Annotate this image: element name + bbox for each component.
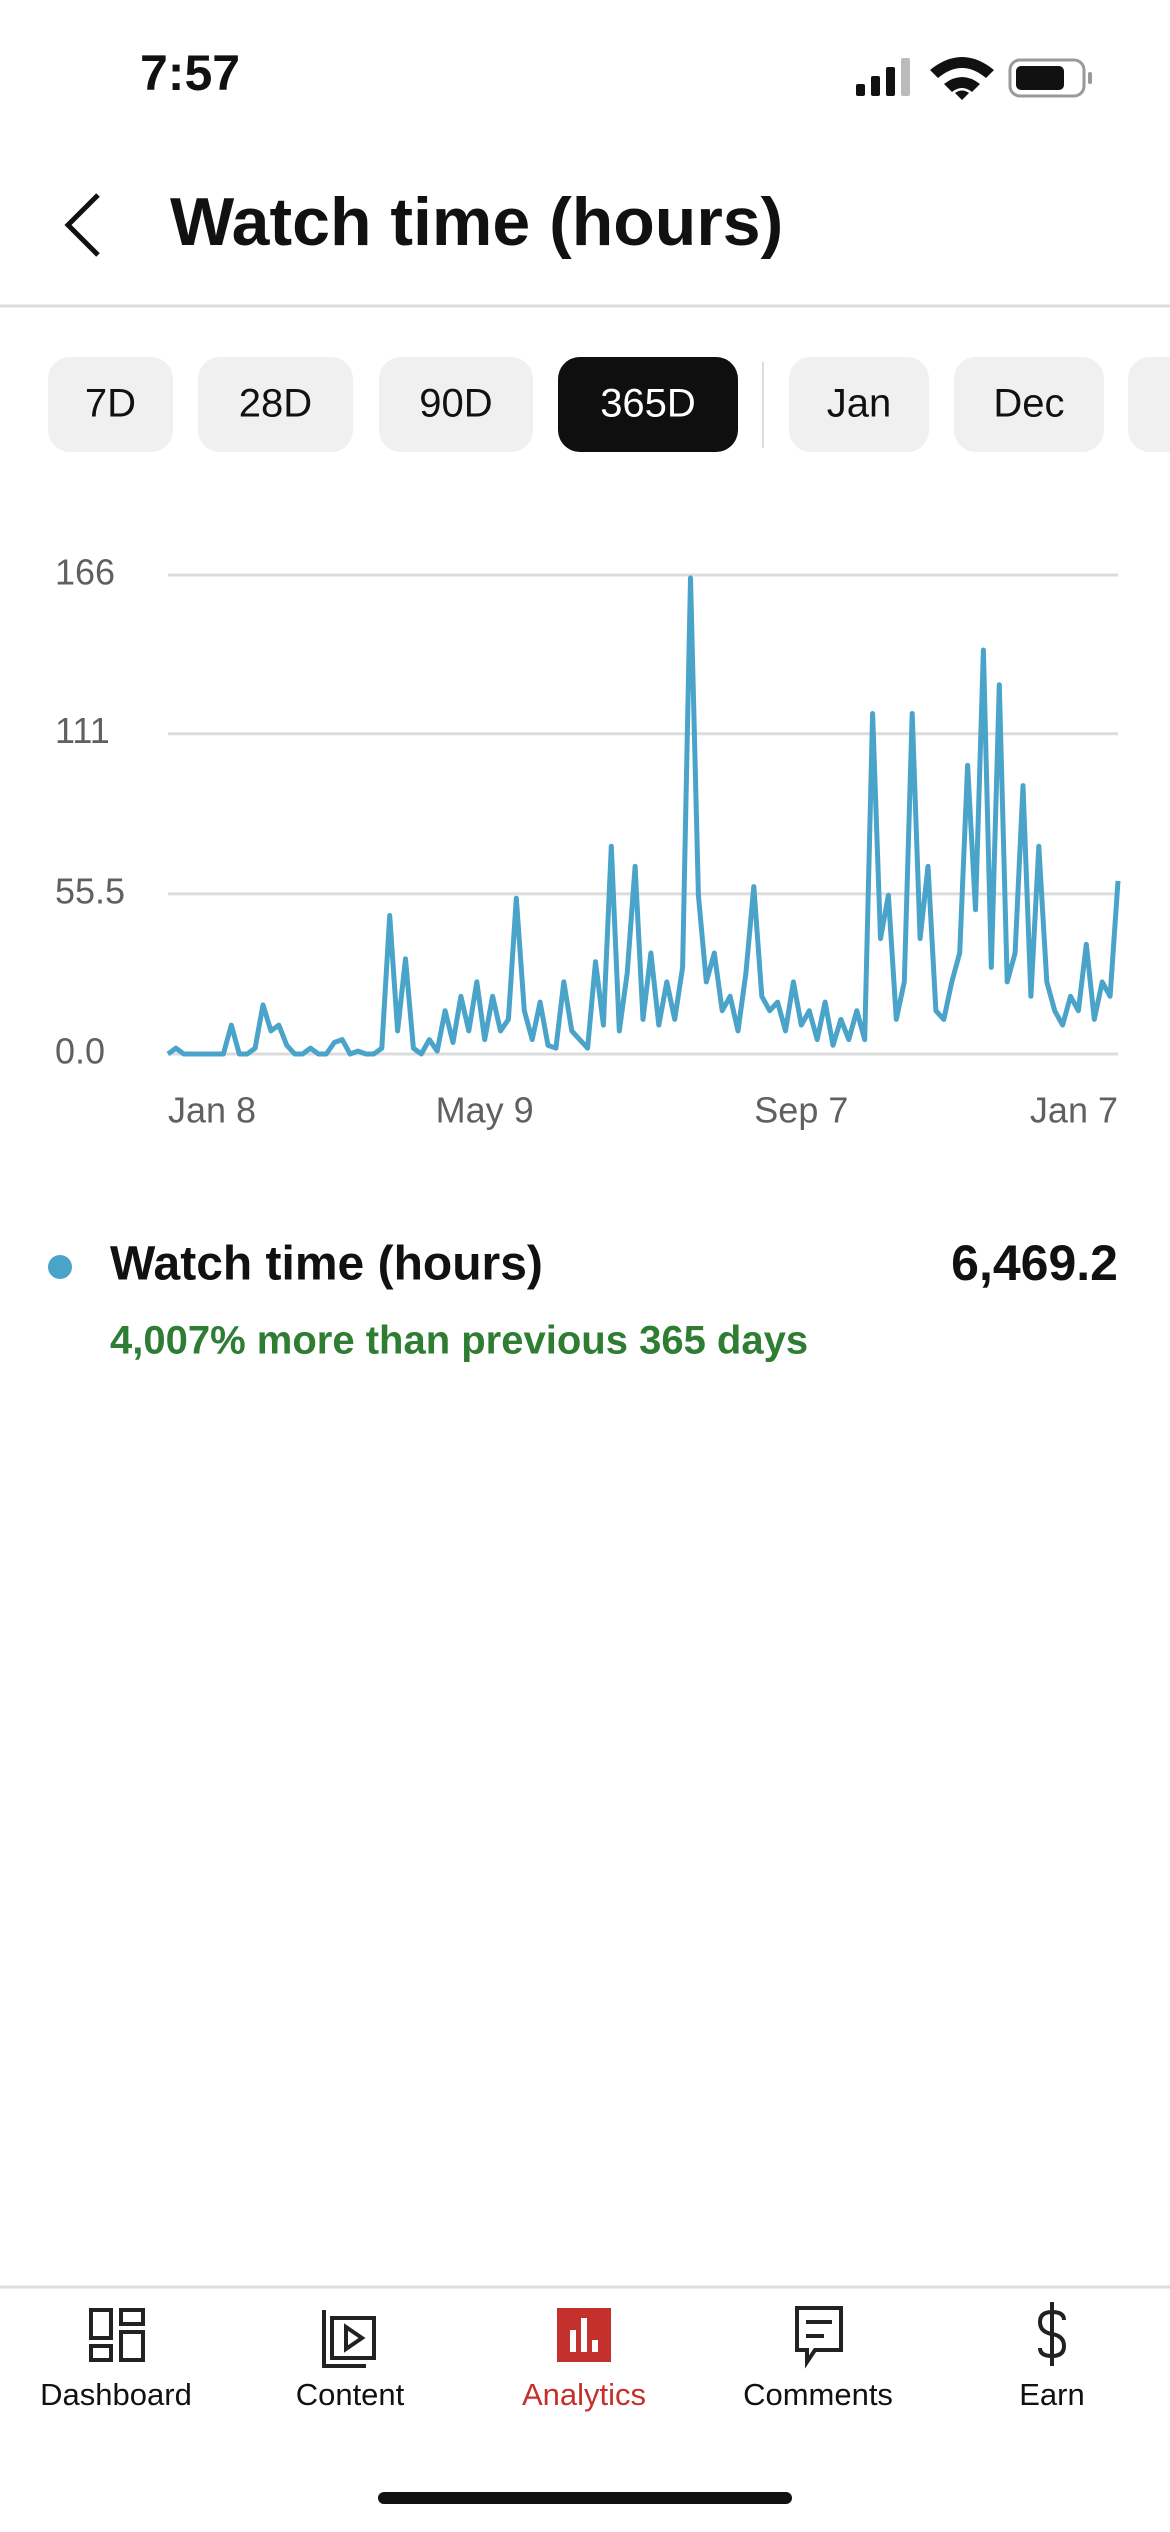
y-tick-label: 0.0: [55, 1031, 105, 1072]
nav-label[interactable]: Earn: [1019, 2377, 1084, 2412]
chip[interactable]: [48, 357, 173, 452]
x-tick-label: Jan 8: [168, 1090, 256, 1131]
chip-label: Jan: [827, 382, 892, 426]
nav-label[interactable]: Dashboard: [40, 2377, 192, 2412]
nav-icons: [89, 2302, 1067, 2369]
nav-label[interactable]: Analytics: [522, 2377, 646, 2412]
back-button[interactable]: [64, 193, 100, 257]
chip-label: 28D: [239, 382, 312, 426]
chip-label: Dec: [993, 382, 1064, 426]
home-indicator: [378, 2492, 792, 2504]
data-line: [166, 575, 1121, 1057]
metric-change: 4,007% more than previous 365 days: [110, 1319, 808, 1363]
chip-label: 7D: [85, 382, 136, 426]
chip[interactable]: [198, 357, 353, 452]
y-tick-label: 111: [55, 710, 110, 751]
metric-total: 6,469.2: [951, 1235, 1118, 1291]
x-tick-label: Jan 7: [1030, 1090, 1118, 1131]
chip[interactable]: [789, 357, 929, 452]
nav-icon-active: [557, 2308, 611, 2362]
status-icons: [856, 57, 1092, 100]
y-tick-label: 55.5: [55, 870, 125, 911]
chip-label: 365D: [600, 382, 696, 426]
nav-label[interactable]: Content: [296, 2377, 405, 2412]
x-tick-label: May 9: [436, 1090, 534, 1131]
y-tick-label: 166: [55, 552, 115, 593]
nav-label[interactable]: Comments: [743, 2377, 893, 2412]
legend-dot: [48, 1255, 72, 1279]
chip[interactable]: [954, 357, 1104, 452]
x-tick-label: Sep 7: [754, 1090, 848, 1131]
chip[interactable]: [379, 357, 533, 452]
chip-label: 90D: [419, 382, 492, 426]
chip[interactable]: [558, 357, 738, 452]
page-title: Watch time (hours): [170, 184, 783, 260]
metric-name: Watch time (hours): [110, 1238, 543, 1291]
status-time: 7:57: [140, 45, 240, 101]
chip[interactable]: [1128, 357, 1170, 452]
